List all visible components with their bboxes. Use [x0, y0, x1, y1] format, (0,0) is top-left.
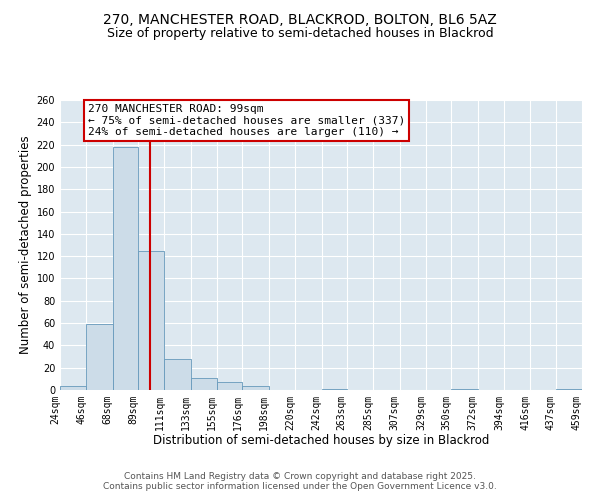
Text: Size of property relative to semi-detached houses in Blackrod: Size of property relative to semi-detach…	[107, 28, 493, 40]
Bar	[60, 386, 86, 390]
Bar	[322, 389, 347, 390]
Text: Contains HM Land Registry data © Crown copyright and database right 2025.: Contains HM Land Registry data © Crown c…	[124, 472, 476, 481]
Bar	[556, 389, 582, 390]
Bar	[451, 389, 478, 390]
Text: 270, MANCHESTER ROAD, BLACKROD, BOLTON, BL6 5AZ: 270, MANCHESTER ROAD, BLACKROD, BOLTON, …	[103, 12, 497, 26]
Text: Contains public sector information licensed under the Open Government Licence v3: Contains public sector information licen…	[103, 482, 497, 491]
Bar	[138, 250, 164, 390]
Bar	[86, 324, 113, 390]
Text: 270 MANCHESTER ROAD: 99sqm
← 75% of semi-detached houses are smaller (337)
24% o: 270 MANCHESTER ROAD: 99sqm ← 75% of semi…	[88, 104, 405, 137]
Bar	[164, 359, 191, 390]
Bar	[191, 378, 217, 390]
Bar	[242, 386, 269, 390]
X-axis label: Distribution of semi-detached houses by size in Blackrod: Distribution of semi-detached houses by …	[153, 434, 489, 448]
Y-axis label: Number of semi-detached properties: Number of semi-detached properties	[19, 136, 32, 354]
Bar	[113, 147, 138, 390]
Bar	[217, 382, 242, 390]
